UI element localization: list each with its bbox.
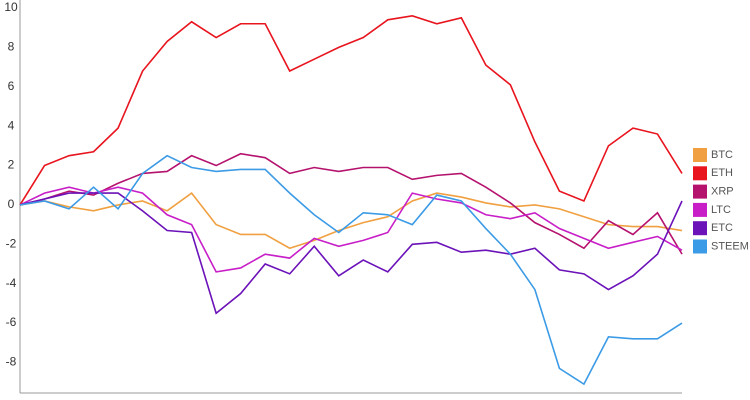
y-tick-label: 6 [8, 79, 15, 93]
y-tick-label: -2 [6, 236, 17, 250]
series-line [19, 15, 683, 206]
y-tick-label: 10 [4, 0, 18, 14]
legend-swatch [693, 166, 707, 181]
legend-label: XRP [711, 186, 734, 198]
series-line [19, 192, 683, 315]
legend-swatch [693, 221, 707, 236]
legend-swatch [693, 148, 707, 162]
legend-swatch [693, 239, 707, 254]
legend-label: LTC [711, 204, 731, 216]
legend-label: ETC [711, 222, 733, 234]
y-tick-label: -4 [6, 276, 17, 290]
legend-swatch [693, 202, 707, 217]
y-tick-label: 4 [8, 118, 15, 132]
series-line [19, 192, 683, 250]
series-line [19, 154, 683, 386]
legend-label: BTC [711, 149, 733, 161]
legend-label: ETH [711, 167, 733, 179]
legend-swatch [693, 184, 707, 199]
y-tick-label: 2 [8, 158, 15, 172]
y-tick-label: 0 [8, 197, 15, 211]
y-tick-label: 8 [8, 40, 15, 54]
legend-label: STEEM [711, 240, 749, 252]
y-tick-label: -8 [6, 355, 17, 369]
y-tick-label: -6 [6, 315, 17, 329]
series-line [19, 152, 683, 255]
